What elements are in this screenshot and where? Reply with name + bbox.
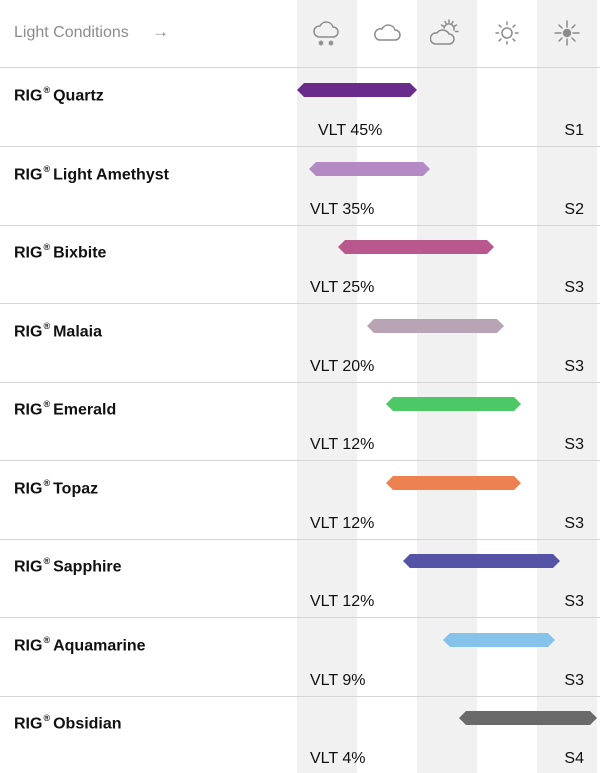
lens-name: RIG® Topaz xyxy=(14,478,99,498)
lens-row-emerald[interactable]: RIG® Emerald VLT 12% S3 xyxy=(0,383,600,461)
light-conditions-header: Light Conditions → xyxy=(0,0,600,68)
cloud-icon xyxy=(374,24,401,41)
light-range-bar xyxy=(386,397,521,411)
sun-icon xyxy=(495,21,519,45)
lens-name: RIG® Bixbite xyxy=(14,242,107,262)
lens-row-light-amethyst[interactable]: RIG® Light Amethyst VLT 35% S2 xyxy=(0,148,600,226)
lens-row-quartz[interactable]: RIG® Quartz VLT 45% S1 xyxy=(0,69,600,147)
partly-sunny-icon xyxy=(430,19,459,45)
vlt-value: VLT 45% xyxy=(318,122,383,139)
filter-category: S3 xyxy=(564,436,584,453)
light-range-bar xyxy=(459,711,597,725)
lens-name: RIG® Sapphire xyxy=(14,556,122,576)
light-range-bar xyxy=(309,162,430,176)
filter-category: S2 xyxy=(564,201,584,218)
filter-category: S3 xyxy=(564,515,584,532)
lens-name: RIG® Emerald xyxy=(14,399,117,419)
light-range-bar xyxy=(403,554,560,568)
lens-name: RIG® Light Amethyst xyxy=(14,164,169,184)
arrow-right-icon: → xyxy=(152,22,169,41)
snow-cloud-icon xyxy=(313,21,339,46)
filter-category: S1 xyxy=(564,122,584,139)
filter-category: S3 xyxy=(564,279,584,296)
light-range-bar xyxy=(386,476,521,490)
light-range-bar xyxy=(297,83,417,97)
bright-sun-icon xyxy=(554,20,580,46)
column-shade-1 xyxy=(297,0,357,773)
lens-row-aquamarine[interactable]: RIG® Aquamarine VLT 9% S3 xyxy=(0,619,600,697)
light-range-bar xyxy=(338,240,494,254)
lens-name: RIG® Aquamarine xyxy=(14,635,146,655)
lens-name: RIG® Quartz xyxy=(14,85,104,105)
vlt-value: VLT 20% xyxy=(310,358,375,375)
vlt-value: VLT 25% xyxy=(310,279,375,296)
lens-row-malaia[interactable]: RIG® Malaia VLT 20% S3 xyxy=(0,305,600,383)
lens-row-topaz[interactable]: RIG® Topaz VLT 12% S3 xyxy=(0,462,600,540)
vlt-value: VLT 35% xyxy=(310,201,375,218)
vlt-value: VLT 12% xyxy=(310,436,375,453)
vlt-value: VLT 4% xyxy=(310,750,366,767)
filter-category: S3 xyxy=(564,672,584,689)
light-range-bar xyxy=(443,633,555,647)
lens-row-sapphire[interactable]: RIG® Sapphire VLT 12% S3 xyxy=(0,540,600,618)
light-range-bar xyxy=(367,319,504,333)
vlt-value: VLT 12% xyxy=(310,515,375,532)
vlt-value: VLT 12% xyxy=(310,593,375,610)
lens-row-obsidian[interactable]: RIG® Obsidian VLT 4% S4 xyxy=(0,697,600,773)
filter-category: S3 xyxy=(564,358,584,375)
header-title: Light Conditions xyxy=(14,24,129,41)
filter-category: S3 xyxy=(564,593,584,610)
lens-row-bixbite[interactable]: RIG® Bixbite VLT 25% S3 xyxy=(0,226,600,304)
filter-category: S4 xyxy=(564,750,584,767)
vlt-value: VLT 9% xyxy=(310,672,366,689)
lens-name: RIG® Obsidian xyxy=(14,713,122,733)
lens-name: RIG® Malaia xyxy=(14,321,103,341)
